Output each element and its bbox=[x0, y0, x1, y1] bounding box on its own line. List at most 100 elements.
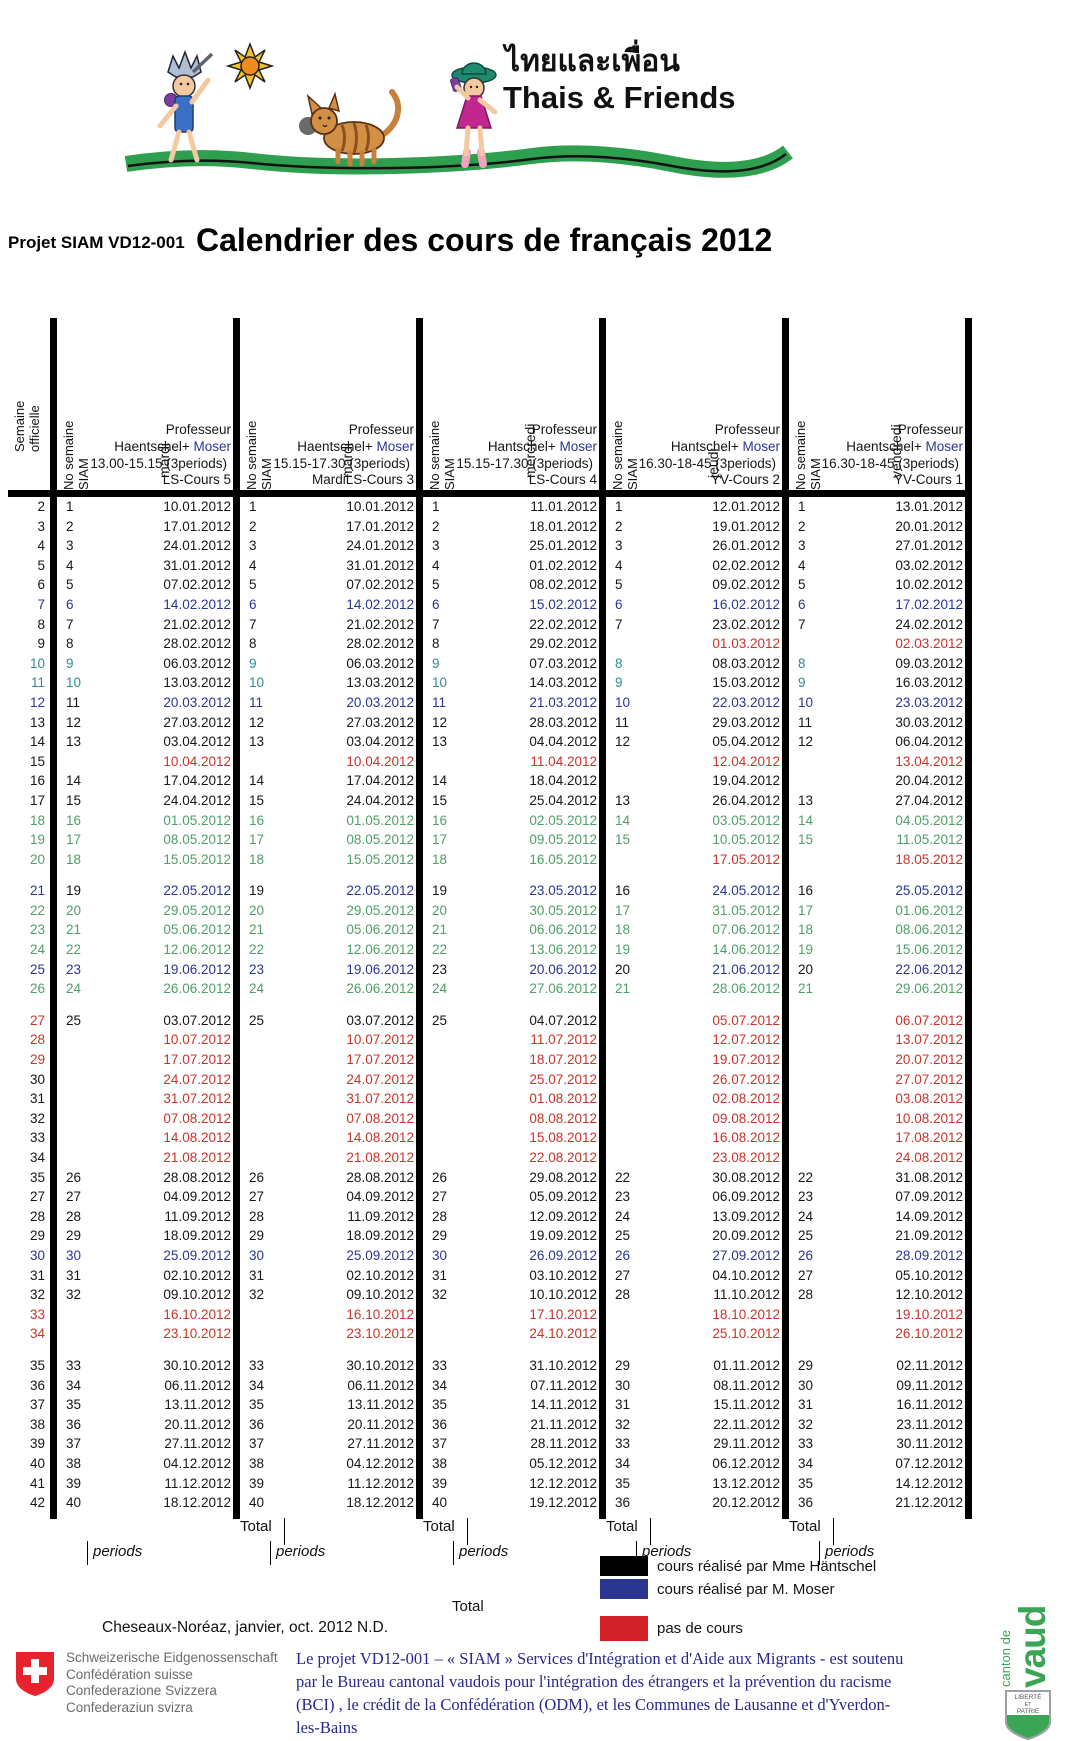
siam-cell: 5 bbox=[432, 577, 440, 593]
siam-cell: 1 bbox=[615, 499, 623, 514]
date-cell: 22.03.2012 bbox=[712, 694, 780, 710]
siam-cell: 35 bbox=[615, 1475, 631, 1491]
date-cell: 19.06.2012 bbox=[163, 961, 231, 977]
week-cell: 9 bbox=[37, 636, 45, 652]
siam-cell: 24 bbox=[66, 981, 82, 997]
legend-label: cours réalisé par M. Moser bbox=[657, 1580, 835, 1598]
siam-cell bbox=[240, 1305, 288, 1325]
siam-cell: 3 bbox=[432, 538, 440, 554]
date-cell: 16.08.2012 bbox=[712, 1130, 780, 1146]
week-cell: 5 bbox=[37, 557, 45, 573]
swiss-confederation-block: Schweizerische Eidgenossenschaft Confédé… bbox=[14, 1650, 278, 1716]
siam-cell: 9 bbox=[66, 655, 74, 671]
date-cell: 31.10.2012 bbox=[529, 1357, 597, 1373]
table-divider-bar bbox=[233, 318, 240, 1519]
table-divider-bar bbox=[50, 318, 57, 1519]
siam-cell: 6 bbox=[798, 596, 806, 612]
table-row: 11 10 13.03.2012 10 13.03.2012 10 14.03.2012 9 1… bbox=[8, 673, 972, 693]
week-cell: 34 bbox=[29, 1326, 45, 1342]
date-cell: 13.03.2012 bbox=[163, 675, 231, 691]
siam-cell bbox=[789, 1030, 837, 1050]
date-cell: 10.07.2012 bbox=[163, 1032, 231, 1048]
siam-cell: 13 bbox=[615, 792, 631, 808]
date-cell: 23.08.2012 bbox=[712, 1150, 780, 1165]
week-cell: 38 bbox=[29, 1416, 45, 1432]
date-cell: 19.09.2012 bbox=[529, 1228, 597, 1244]
date-cell: 21.06.2012 bbox=[712, 961, 780, 977]
date-cell: 11.01.2012 bbox=[530, 499, 597, 514]
date-cell: 10.08.2012 bbox=[895, 1110, 963, 1126]
swiss-line: Confédération suisse bbox=[66, 1666, 193, 1682]
date-cell: 01.03.2012 bbox=[712, 636, 780, 652]
siam-cell: 1 bbox=[249, 499, 257, 514]
siam-cell: 40 bbox=[432, 1495, 448, 1511]
teacher-name-moser: Moser bbox=[193, 438, 231, 454]
date-cell: 11.09.2012 bbox=[347, 1208, 414, 1224]
week-cell: 34 bbox=[29, 1150, 45, 1165]
siam-cell bbox=[789, 1070, 837, 1090]
calendar-table: Semaine officielle No semaine SIAM mardi Pr… bbox=[8, 315, 972, 1530]
table-row: 38 36 20.11.2012 36 20.11.2012 36 21.11.2012 32… bbox=[8, 1415, 972, 1435]
siam-cell: 2 bbox=[615, 518, 623, 534]
siam-cell: 16 bbox=[66, 812, 82, 828]
week-cell: 15 bbox=[29, 753, 45, 769]
date-cell: 18.10.2012 bbox=[712, 1306, 780, 1322]
sun-icon bbox=[225, 41, 275, 91]
date-cell: 20.01.2012 bbox=[895, 518, 963, 534]
date-cell: 29.03.2012 bbox=[712, 714, 780, 730]
date-cell: 20.12.2012 bbox=[712, 1495, 780, 1511]
date-cell: 11.10.2012 bbox=[713, 1287, 780, 1303]
siam-cell bbox=[240, 1030, 288, 1050]
svg-text:PATRIE: PATRIE bbox=[1017, 1708, 1040, 1715]
siam-cell bbox=[57, 1148, 105, 1168]
date-cell: 11.12.2012 bbox=[347, 1475, 414, 1491]
legend-label: pas de cours bbox=[657, 1620, 743, 1637]
date-cell: 09.02.2012 bbox=[712, 577, 780, 593]
week-cell: 31 bbox=[29, 1267, 45, 1283]
siam-cell: 28 bbox=[66, 1208, 82, 1224]
week-cell: 17 bbox=[29, 792, 45, 808]
siam-cell bbox=[57, 1305, 105, 1325]
siam-cell: 34 bbox=[66, 1377, 82, 1393]
table-rows: 2 1 10.01.2012 1 10.01.2012 1 11.01.2012 1 12.01… bbox=[8, 497, 972, 1513]
date-cell: 29.05.2012 bbox=[346, 902, 414, 918]
date-cell: 29.06.2012 bbox=[895, 981, 963, 997]
teacher-name: Hantschel+ bbox=[487, 438, 560, 454]
siam-cell: 11 bbox=[66, 694, 81, 710]
week-cell: 13 bbox=[29, 714, 45, 730]
date-cell: 26.07.2012 bbox=[712, 1071, 780, 1087]
svg-text:ET: ET bbox=[1025, 1702, 1031, 1708]
date-cell: 19.06.2012 bbox=[346, 961, 414, 977]
week-cell: 27 bbox=[29, 1012, 45, 1028]
date-cell: 07.12.2012 bbox=[895, 1455, 963, 1471]
siam-cell: 19 bbox=[66, 883, 82, 899]
siam-cell: 11 bbox=[249, 694, 264, 710]
siam-cell: 12 bbox=[432, 714, 448, 730]
siam-cell: 26 bbox=[249, 1169, 265, 1185]
thai-title: ไทยและเพื่อน bbox=[505, 45, 680, 78]
swiss-text: Schweizerische Eidgenossenschaft Confédé… bbox=[66, 1650, 278, 1716]
date-cell: 30.10.2012 bbox=[163, 1357, 231, 1373]
date-cell: 23.10.2012 bbox=[346, 1326, 414, 1342]
week-cell: 14 bbox=[29, 734, 45, 750]
date-cell: 13.11.2012 bbox=[347, 1397, 414, 1413]
date-cell: 01.08.2012 bbox=[529, 1091, 597, 1107]
date-cell: 19.04.2012 bbox=[712, 773, 780, 789]
siam-cell: 31 bbox=[798, 1397, 814, 1413]
week-cell: 23 bbox=[29, 922, 45, 938]
date-cell: 13.06.2012 bbox=[529, 942, 597, 958]
date-cell: 22.08.2012 bbox=[529, 1150, 597, 1165]
siam-cell: 24 bbox=[615, 1208, 631, 1224]
date-cell: 21.08.2012 bbox=[346, 1150, 414, 1165]
siam-cell: 36 bbox=[432, 1416, 448, 1432]
date-cell: 14.12.2012 bbox=[895, 1475, 963, 1491]
date-cell: 05.07.2012 bbox=[712, 1012, 780, 1028]
date-cell: 20.07.2012 bbox=[895, 1052, 963, 1068]
course-header: Professeur Hantschel+ Moser 16.30-18-45 (3… bbox=[606, 422, 782, 489]
siam-cell: 25 bbox=[66, 1012, 82, 1028]
date-cell: 13.07.2012 bbox=[895, 1032, 963, 1048]
date-cell: 24.04.2012 bbox=[163, 792, 231, 808]
professeur-label: Professeur bbox=[165, 422, 231, 437]
table-row: 32 32 09.10.2012 32 09.10.2012 32 10.10.2012 28… bbox=[8, 1285, 972, 1305]
siam-cell bbox=[423, 1030, 471, 1050]
